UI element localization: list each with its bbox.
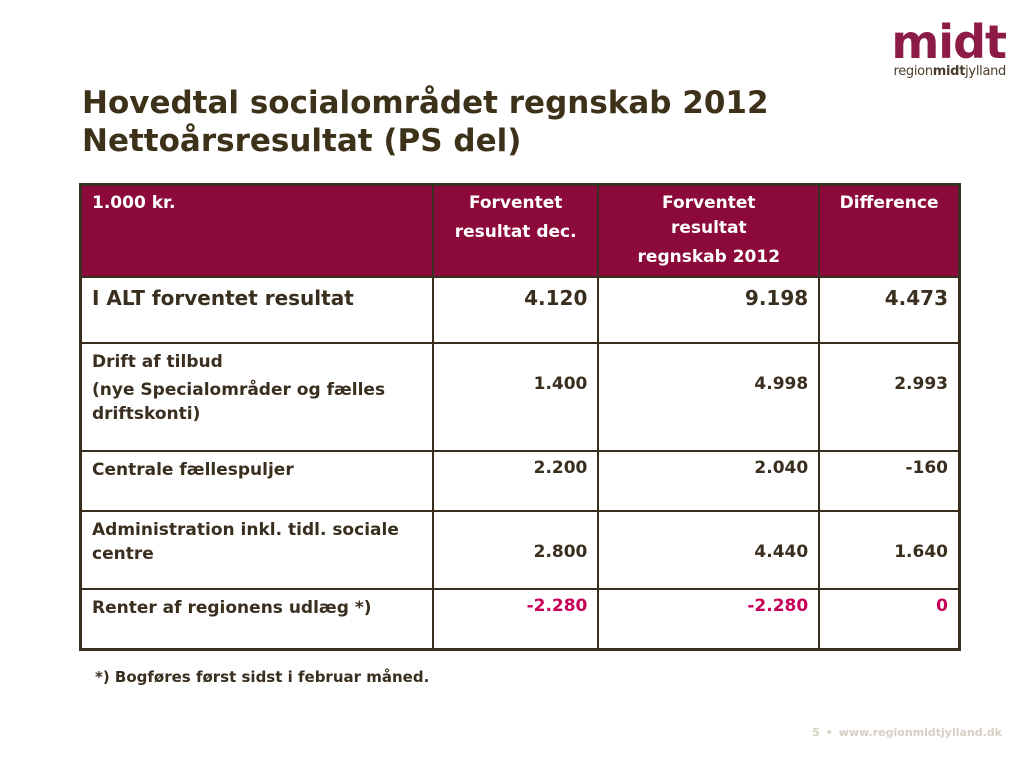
- region-midtjylland-logo: midt regionmidtjylland: [878, 15, 1007, 84]
- table-row: Administration inkl. tidl. sociale centr…: [79, 510, 961, 590]
- row-value-difference: 1.640: [818, 510, 961, 590]
- row-label-line1: Drift af tilbud: [92, 352, 223, 372]
- row-label: I ALT forventet resultat: [79, 276, 434, 344]
- logo-sub-region: region: [893, 64, 933, 79]
- row-value-forventet-regnskab: 4.440: [597, 510, 821, 590]
- row-value-forventet-regnskab: 9.198: [597, 276, 821, 344]
- footer-url[interactable]: www.regionmidtjylland.dk: [838, 726, 1002, 739]
- header-col3-line2: resultat: [670, 218, 747, 238]
- results-table: 1.000 kr. Forventet resultat dec. Forven…: [79, 183, 961, 651]
- row-value-forventet-dec: -2.280: [431, 588, 600, 650]
- footnote: *) Bogføres først sidst i februar måned.: [95, 668, 430, 686]
- title-line-1: Hovedtal socialområdet regnskab 2012: [82, 85, 769, 121]
- row-value-difference: 2.993: [818, 342, 961, 452]
- logo-sub-jylland: jylland: [965, 64, 1006, 79]
- row-value-difference: -160: [818, 450, 961, 512]
- row-value-forventet-regnskab: 4.998: [597, 342, 821, 452]
- header-forventet-regnskab: Forventet resultat regnskab 2012: [597, 183, 821, 278]
- row-value-forventet-regnskab: -2.280: [597, 588, 821, 650]
- row-label: Renter af regionens udlæg *): [79, 588, 434, 650]
- row-label: Drift af tilbud (nye Specialområder og f…: [79, 342, 434, 452]
- header-unit: 1.000 kr.: [79, 183, 434, 278]
- header-col2-line2: resultat dec.: [454, 222, 577, 242]
- row-value-forventet-dec: 4.120: [431, 276, 600, 344]
- logo-sub-midt: midt: [932, 64, 966, 79]
- row-value-forventet-regnskab: 2.040: [597, 450, 821, 512]
- header-difference-label: Difference: [839, 193, 939, 213]
- header-col2-line1: Forventet: [468, 193, 563, 213]
- row-value-forventet-dec: 1.400: [431, 342, 600, 452]
- row-label-line2: (nye Specialområder og fælles driftskont…: [92, 380, 386, 424]
- footer-separator: •: [825, 726, 833, 739]
- row-label: Administration inkl. tidl. sociale centr…: [79, 510, 434, 590]
- header-unit-label: 1.000 kr.: [92, 193, 176, 213]
- row-value-forventet-dec: 2.800: [431, 510, 600, 590]
- slide-footer: 5 • www.regionmidtjylland.dk: [812, 726, 1002, 739]
- row-label: Centrale fællespuljer: [79, 450, 434, 512]
- logo-wordmark: midt: [891, 15, 1007, 69]
- table-header-row: 1.000 kr. Forventet resultat dec. Forven…: [79, 183, 961, 278]
- header-col3-line1: Forventet: [662, 193, 756, 213]
- table-row: Centrale fællespuljer 2.200 2.040 -160: [79, 450, 961, 512]
- row-value-forventet-dec: 2.200: [431, 450, 600, 512]
- row-value-difference: 0: [818, 588, 961, 650]
- slide-title: Hovedtal socialområdet regnskab 2012 Net…: [82, 84, 862, 160]
- header-forventet-dec: Forventet resultat dec.: [431, 183, 600, 278]
- header-col3-line3: regnskab 2012: [637, 247, 781, 267]
- row-value-difference: 4.473: [818, 276, 961, 344]
- table-row: I ALT forventet resultat 4.120 9.198 4.4…: [79, 276, 961, 344]
- page-number: 5: [812, 726, 820, 739]
- title-line-2: Nettoårsresultat (PS del): [82, 123, 522, 159]
- logo-subtitle: regionmidtjylland: [878, 64, 1006, 80]
- table-row: Renter af regionens udlæg *) -2.280 -2.2…: [79, 588, 961, 650]
- header-difference: Difference: [818, 183, 961, 278]
- table-row: Drift af tilbud (nye Specialområder og f…: [79, 342, 961, 452]
